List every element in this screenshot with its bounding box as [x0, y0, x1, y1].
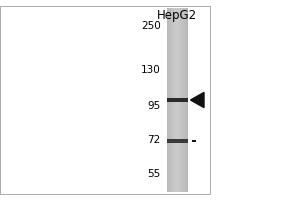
FancyBboxPatch shape — [180, 8, 181, 192]
Text: 72: 72 — [147, 135, 161, 145]
FancyBboxPatch shape — [174, 8, 175, 192]
FancyBboxPatch shape — [183, 8, 184, 192]
Text: HepG2: HepG2 — [157, 9, 197, 22]
FancyBboxPatch shape — [170, 8, 171, 192]
FancyBboxPatch shape — [167, 139, 188, 143]
FancyBboxPatch shape — [171, 8, 172, 192]
FancyBboxPatch shape — [167, 8, 168, 192]
FancyBboxPatch shape — [0, 6, 210, 194]
FancyBboxPatch shape — [178, 8, 179, 192]
Polygon shape — [190, 92, 204, 108]
FancyBboxPatch shape — [167, 98, 188, 102]
FancyBboxPatch shape — [168, 8, 169, 192]
FancyBboxPatch shape — [181, 8, 182, 192]
FancyBboxPatch shape — [176, 8, 177, 192]
FancyBboxPatch shape — [186, 8, 187, 192]
FancyBboxPatch shape — [172, 8, 173, 192]
FancyBboxPatch shape — [169, 8, 170, 192]
Text: 95: 95 — [147, 101, 161, 111]
FancyBboxPatch shape — [187, 8, 188, 192]
Text: 55: 55 — [147, 169, 161, 179]
FancyBboxPatch shape — [175, 8, 176, 192]
Text: 250: 250 — [141, 21, 160, 31]
Text: 130: 130 — [141, 65, 160, 75]
FancyBboxPatch shape — [192, 140, 196, 142]
FancyBboxPatch shape — [184, 8, 185, 192]
FancyBboxPatch shape — [177, 8, 178, 192]
FancyBboxPatch shape — [182, 8, 183, 192]
FancyBboxPatch shape — [185, 8, 186, 192]
FancyBboxPatch shape — [179, 8, 180, 192]
FancyBboxPatch shape — [173, 8, 174, 192]
